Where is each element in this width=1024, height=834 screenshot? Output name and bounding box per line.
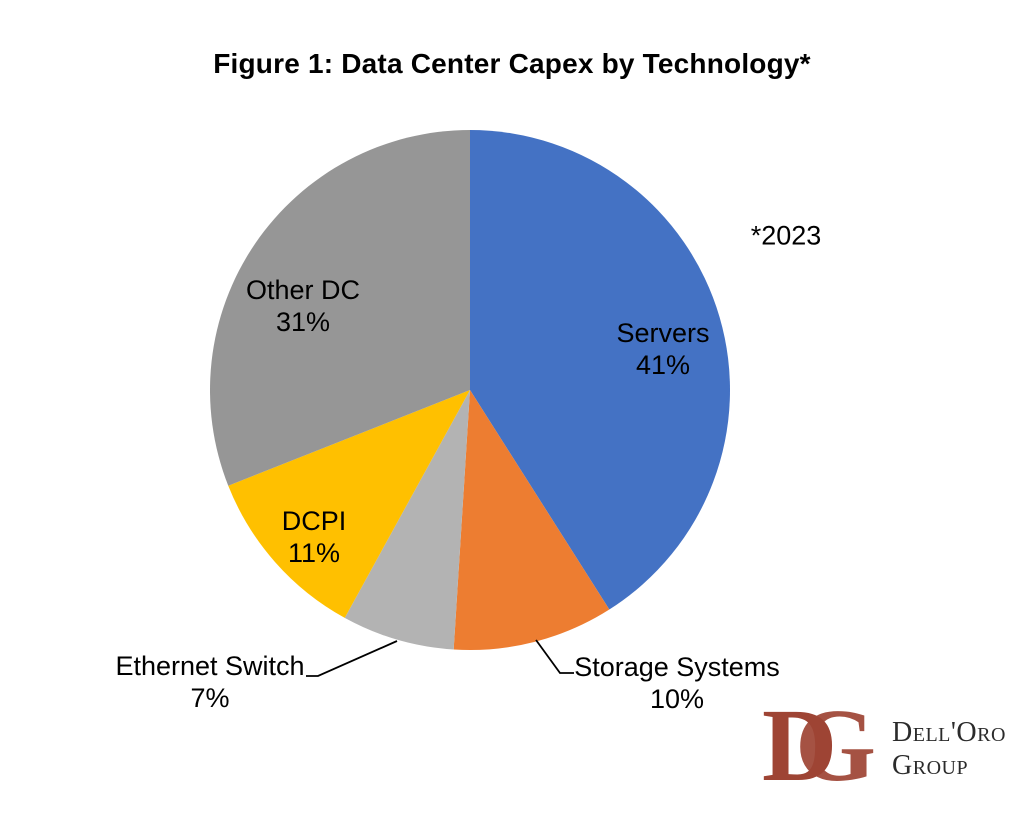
monogram-letter-d: D	[762, 688, 838, 803]
pie-slices	[210, 129, 731, 651]
slice-label-storage-systems-pct: 10%	[649, 684, 705, 714]
year-annotation: *2023	[750, 220, 822, 251]
slice-label-other-dc-name: Other DC	[245, 275, 361, 305]
slice-label-servers-pct: 41%	[635, 350, 691, 380]
slice-label-ethernet-switch: Ethernet Switch 7%	[115, 650, 304, 714]
pie-slice-storage-systems	[453, 390, 610, 651]
delloro-monogram-icon: DG	[762, 694, 876, 798]
slice-label-storage-systems-name: Storage Systems	[574, 652, 780, 682]
slice-label-ethernet-switch-name: Ethernet Switch	[115, 651, 305, 681]
pie-slice-servers	[470, 129, 731, 610]
pie-slice-dcpi	[228, 390, 470, 618]
leader-line-ethernet-switch	[306, 640, 398, 677]
slice-label-storage-systems: Storage Systems 10%	[574, 651, 780, 715]
slice-label-other-dc: Other DC 31%	[246, 274, 360, 338]
slice-label-other-dc-pct: 31%	[275, 307, 331, 337]
wordmark-line2: Group	[892, 750, 969, 781]
wordmark-line1: Dell'Oro	[892, 717, 1006, 748]
slice-label-dcpi-name: DCPI	[281, 506, 347, 536]
delloro-logo: DG Dell'Oro Group	[762, 694, 1006, 798]
slice-label-servers-name: Servers	[616, 318, 710, 348]
monogram-letter-g: G	[795, 688, 877, 803]
pie-slice-other-dc	[210, 130, 470, 486]
slice-label-servers: Servers 41%	[616, 317, 709, 381]
pie-slice-ethernet-switch	[344, 390, 470, 650]
chart-title: Figure 1: Data Center Capex by Technolog…	[213, 48, 811, 79]
slice-label-ethernet-switch-pct: 7%	[190, 683, 230, 713]
slice-label-dcpi: DCPI 11%	[282, 505, 347, 569]
delloro-wordmark: Dell'Oro Group	[892, 716, 1006, 782]
slice-label-dcpi-pct: 11%	[287, 538, 341, 568]
leader-line-storage-systems	[535, 639, 574, 674]
